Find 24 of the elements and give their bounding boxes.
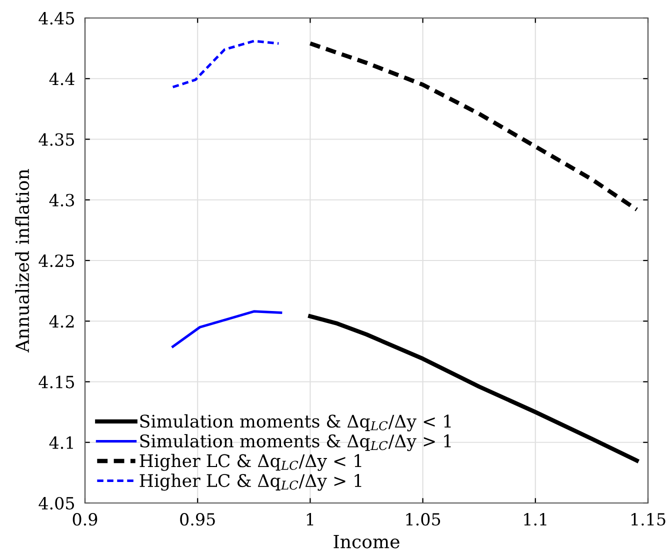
y-tick-label: 4.2 [49,315,74,328]
x-axis-title: Income [334,534,400,548]
legend-label: Higher LC & Δq$_{LC}$/Δy > 1 [140,474,362,491]
x-tick-label: 1.1 [524,513,546,526]
x-tick-label: 1.15 [631,513,666,526]
y-tick-label: 4.3 [49,194,74,206]
line-series [172,310,282,348]
line-series [172,40,280,88]
x-tick-label: 0.95 [180,513,215,526]
y-tick-label: 4.35 [38,133,74,146]
y-tick-label: 4.4 [49,72,74,86]
y-tick-label: 4.25 [38,254,74,268]
legend-label: Higher LC & Δq$_{LC}$/Δy < 1 [140,454,362,471]
y-axis-title: Annualized inflation [15,169,30,353]
line-series [308,41,639,212]
x-tick-label: 1.05 [406,513,440,526]
y-tick-label: 4.15 [38,376,74,388]
x-tick-label: 0.9 [72,513,98,526]
y-tick-label: 4.05 [38,496,74,510]
legend-label: Simulation moments & Δq$_{LC}$/Δy < 1 [140,414,451,432]
y-tick-label: 4.1 [49,436,73,449]
x-tick-label: 1 [306,513,314,526]
legend-label: Simulation moments & Δq$_{LC}$/Δy > 1 [140,434,451,452]
y-tick-label: 4.45 [38,12,74,25]
